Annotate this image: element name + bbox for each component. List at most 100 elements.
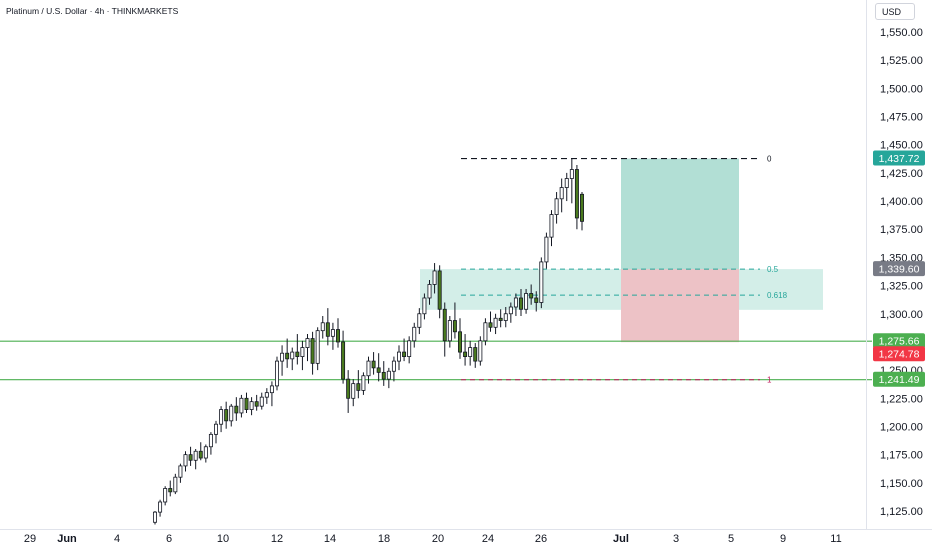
candle-body — [417, 313, 422, 328]
candle — [249, 397, 254, 416]
candle-body — [508, 306, 513, 315]
candle-body — [498, 317, 503, 321]
y-tick-label: 1,450.00 — [880, 140, 923, 152]
price-badge: 1,339.60 — [873, 261, 925, 277]
candle — [173, 473, 178, 495]
candle-body — [544, 236, 549, 263]
time-axis[interactable]: 29 Jun 4 6 10 12 14 18 20 24 26 Jul 3 5 9 11 — [0, 529, 932, 546]
price-badge-bg — [873, 150, 925, 166]
candle — [508, 302, 513, 323]
candle-body — [402, 351, 407, 357]
candle-body — [280, 352, 285, 362]
price-badge: 1,437.72 — [873, 150, 925, 166]
candle-body — [422, 297, 427, 315]
candle — [417, 308, 422, 335]
candle-body — [224, 409, 229, 422]
candle-body — [183, 454, 188, 467]
x-tick-label: 6 — [166, 533, 172, 545]
candle — [569, 158, 574, 204]
candle-body — [447, 320, 452, 342]
candles — [153, 158, 584, 525]
candle-body — [229, 405, 234, 422]
candle-body — [259, 396, 264, 407]
candle-body — [275, 360, 279, 387]
y-tick-label: 1,150.00 — [880, 478, 923, 490]
fib-level-label: 0.5 — [767, 265, 779, 274]
price-badge-label: 1,339.60 — [879, 264, 920, 276]
candle-body — [381, 371, 386, 380]
candle — [549, 210, 554, 247]
candle-body — [305, 338, 310, 348]
candle-body — [376, 367, 381, 373]
candle-body — [300, 347, 305, 357]
candle — [544, 232, 549, 269]
fib-level-label: 0.618 — [767, 291, 788, 300]
candle-body — [397, 351, 401, 362]
candle-body — [442, 308, 447, 342]
candle — [361, 372, 366, 395]
candle — [239, 394, 244, 418]
candle-body — [361, 375, 366, 391]
candle-body — [330, 329, 335, 337]
price-badge-label: 1,275.66 — [879, 336, 920, 348]
candle — [381, 361, 386, 386]
price-badge: 1,275.66 — [873, 333, 925, 349]
candle-body — [168, 488, 173, 493]
y-tick-label: 1,200.00 — [880, 421, 923, 433]
candle — [519, 288, 523, 317]
drawing-zones — [420, 158, 823, 343]
candle — [412, 322, 417, 348]
candle — [468, 340, 473, 366]
candle-body — [239, 397, 244, 414]
candle — [244, 392, 249, 413]
y-tick-label: 1,375.00 — [880, 224, 923, 236]
candle-body — [371, 360, 376, 369]
candle — [356, 370, 361, 399]
candle — [483, 318, 488, 346]
price-badge-label: 1,241.49 — [879, 374, 920, 386]
candle-body — [488, 322, 493, 328]
candle — [458, 318, 462, 359]
candle-body — [249, 401, 254, 410]
candle-body — [463, 351, 468, 357]
loss-zone[interactable] — [621, 269, 739, 343]
x-tick-label: 9 — [780, 533, 786, 545]
candle — [564, 172, 569, 202]
candle — [224, 401, 229, 429]
x-tick-label: 12 — [271, 533, 283, 545]
price-badge: 1,241.49 — [873, 371, 925, 387]
candle-body — [569, 169, 574, 179]
candle-body — [473, 347, 478, 362]
candle-body — [295, 351, 300, 357]
candle-body — [325, 322, 330, 337]
fib-retracement[interactable]: 0 0.5 0.618 1 — [461, 155, 788, 385]
candle — [402, 338, 407, 362]
candle — [219, 406, 224, 433]
candle — [554, 192, 559, 224]
candle-body — [458, 331, 462, 353]
currency-button[interactable]: USD — [875, 3, 915, 20]
candle-body — [158, 501, 163, 513]
candle — [422, 293, 427, 320]
price-badge-bg — [873, 261, 925, 277]
price-badge-bg — [873, 346, 925, 362]
candle-body — [234, 405, 239, 414]
candle — [397, 345, 401, 371]
candle-body — [478, 340, 483, 362]
x-tick-label: 14 — [324, 533, 336, 545]
candle-body — [412, 326, 417, 342]
candle — [158, 499, 163, 517]
candle-body — [219, 409, 224, 425]
candle-body — [178, 465, 183, 478]
x-tick-label: Jun — [57, 533, 77, 545]
candle-body — [427, 284, 432, 299]
candle-body — [483, 322, 488, 342]
candle — [559, 178, 564, 213]
chart-title: Platinum / U.S. Dollar · 4h · THINKMARKE… — [6, 6, 179, 16]
y-tick-label: 1,125.00 — [880, 506, 923, 518]
price-badge-bg — [873, 371, 925, 387]
candle — [295, 334, 300, 365]
candle — [386, 367, 391, 389]
y-tick-label: 1,475.00 — [880, 112, 923, 124]
